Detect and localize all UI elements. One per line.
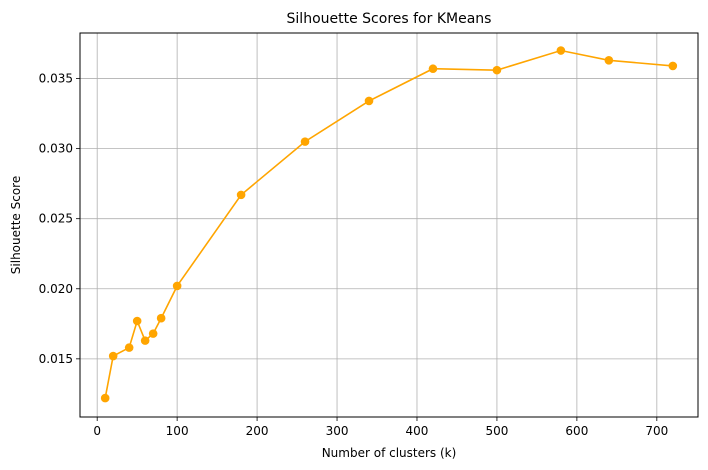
x-axis-ticks: 0 100 200 300 400 500 600 700 xyxy=(93,417,668,438)
y-axis-label: Silhouette Score xyxy=(9,176,23,274)
x-tick-label: 600 xyxy=(565,424,588,438)
data-point xyxy=(236,190,246,200)
x-tick-label: 400 xyxy=(406,424,429,438)
data-point xyxy=(156,313,166,323)
data-point xyxy=(100,393,110,403)
data-point xyxy=(300,137,310,146)
data-point xyxy=(132,316,142,326)
data-point xyxy=(108,351,118,361)
x-tick-label: 500 xyxy=(485,424,508,438)
data-point xyxy=(140,336,150,345)
x-tick-label: 200 xyxy=(246,424,269,438)
y-tick-label: 0.025 xyxy=(39,212,73,226)
data-points xyxy=(100,46,678,403)
data-point xyxy=(364,96,374,106)
data-point xyxy=(172,281,182,291)
data-point xyxy=(148,329,158,338)
plot-area-frame xyxy=(79,32,699,418)
data-point xyxy=(428,64,438,74)
x-axis-label: Number of clusters (k) xyxy=(322,446,457,460)
x-tick-label: 700 xyxy=(645,424,668,438)
chart-title: Silhouette Scores for KMeans xyxy=(287,11,492,27)
y-axis-ticks: 0.015 0.020 0.025 0.030 0.035 xyxy=(39,72,80,366)
y-tick-label: 0.030 xyxy=(39,142,73,156)
grid-lines xyxy=(80,33,698,417)
data-point xyxy=(492,65,502,75)
x-tick-label: 300 xyxy=(326,424,349,438)
series-line xyxy=(104,49,673,399)
x-tick-label: 100 xyxy=(166,424,189,438)
data-point xyxy=(556,46,566,55)
y-tick-label: 0.020 xyxy=(39,282,73,296)
data-point xyxy=(124,343,134,352)
y-tick-label: 0.015 xyxy=(39,352,73,366)
x-tick-label: 0 xyxy=(93,424,101,438)
y-tick-label: 0.035 xyxy=(39,72,73,86)
data-point xyxy=(604,56,614,65)
data-point xyxy=(668,61,678,71)
